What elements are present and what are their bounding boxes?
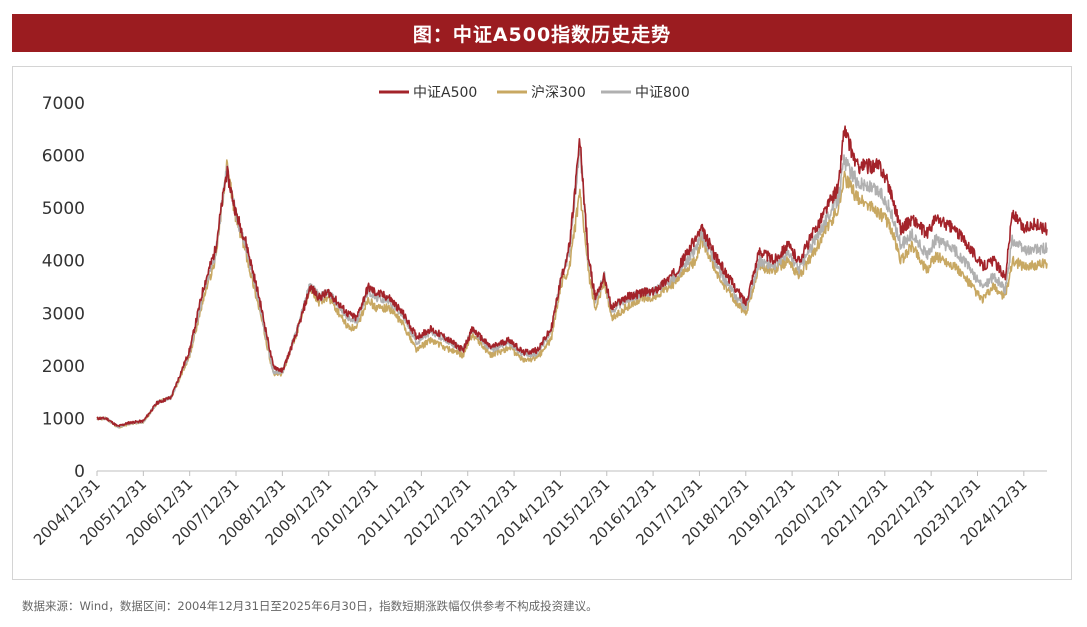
legend-label-a500: 中证A500 xyxy=(413,85,477,101)
y-tick-label: 6000 xyxy=(42,147,85,167)
legend-label-zz800: 中证800 xyxy=(635,85,690,101)
chart-title: 图：中证A500指数历史走势 xyxy=(412,23,672,46)
legend-label-hs300: 沪深300 xyxy=(531,85,586,101)
y-tick-label: 3000 xyxy=(42,304,85,324)
chart-container: 0 1000 2000 3000 4000 5000 6000 7000 2004/12/31 2… xyxy=(12,66,1072,580)
y-tick-label: 7000 xyxy=(42,94,85,114)
series-line-zz800 xyxy=(96,148,1048,429)
y-tick-label: 1000 xyxy=(42,409,85,429)
series-line-a500 xyxy=(96,125,1048,428)
chart-title-bar: 图：中证A500指数历史走势 xyxy=(12,14,1072,52)
y-tick-label: 0 xyxy=(74,462,85,482)
series-line-hs300 xyxy=(96,159,1048,429)
y-tick-label: 5000 xyxy=(42,199,85,219)
source-note: 数据来源：Wind，数据区间：2004年12月31日至2025年6月30日，指数… xyxy=(22,599,598,613)
y-tick-label: 4000 xyxy=(42,252,85,272)
y-tick-label: 2000 xyxy=(42,357,85,377)
line-chart: 010002000300040005000600070002004/12/312… xyxy=(30,85,1048,549)
